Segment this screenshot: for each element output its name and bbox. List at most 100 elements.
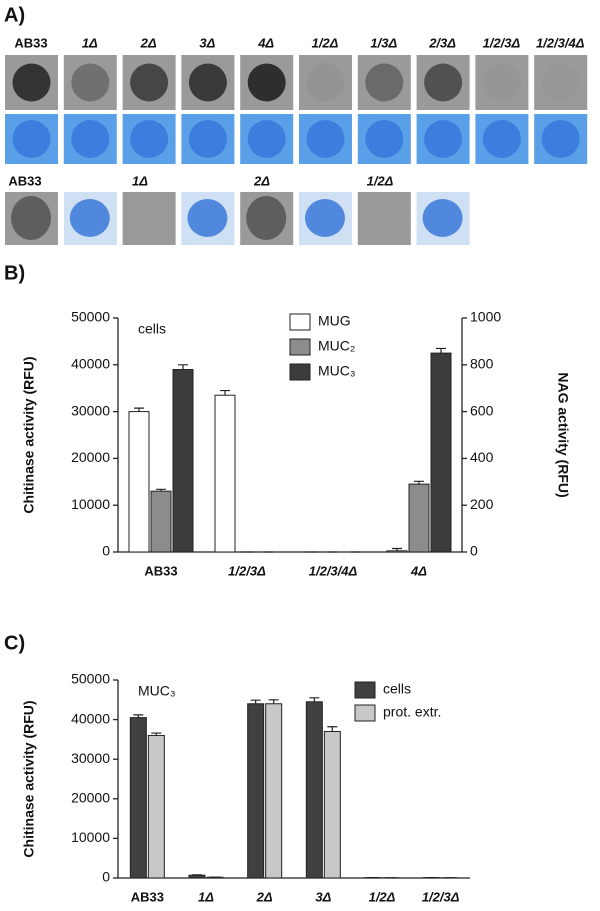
y2-tick-label: 1000 [470,309,501,325]
error-bar [250,699,261,704]
legend-swatch [354,704,376,722]
halo [188,63,227,102]
halo [130,63,169,102]
halo [542,64,580,102]
halo [424,63,463,102]
halo [365,63,404,102]
colony [246,196,287,240]
strain-label: 1Δ [132,173,148,188]
error-bar [392,547,402,551]
strain-label: 1/2Δ [367,173,394,188]
bar [386,550,408,553]
panel-label: A) [4,4,25,26]
bar [408,483,430,553]
error-bar [436,347,446,354]
panel-label: B) [4,262,25,284]
y2-tick-label: 800 [470,356,494,372]
y-tick-label: 20000 [71,790,110,806]
plate-image [534,55,588,110]
y-tick-label: 30000 [71,402,110,418]
stain-halo [247,120,286,158]
y-tick-label: 30000 [71,750,110,766]
error-bar [134,407,144,412]
bar [323,730,341,879]
colony-stain [69,199,110,237]
colony-stain [422,199,463,237]
bar [147,734,165,879]
strain-label: AB33 [8,173,41,188]
colony-stain [305,199,345,237]
y2-tick-label: 200 [470,496,494,512]
legend-label: prot. extr. [383,704,441,720]
x-tick-label: 1Δ [198,889,214,904]
legend-swatch [289,363,311,381]
x-tick-label: 2Δ [256,889,273,904]
y-tick-label: 20000 [71,449,110,465]
error-bar [178,364,188,370]
y-tick-label: 10000 [71,829,110,845]
x-tick-label: AB33 [144,563,177,578]
colony [11,196,51,240]
legend-swatch [289,313,311,331]
error-bar [414,480,424,485]
strain-label: AB33 [14,35,47,50]
error-bar [268,699,279,704]
y-tick-label: 50000 [71,671,110,687]
halo [12,63,51,102]
error-bar [133,714,144,718]
x-tick-label: AB33 [131,889,164,904]
legend-label: MUC₂ [318,338,355,354]
stain-halo [188,120,227,158]
strain-label: 3Δ [199,35,215,50]
plate-image [357,192,411,245]
plate-image [122,192,176,245]
stain-halo [12,120,51,158]
plate-image [299,55,352,110]
bar [172,368,194,553]
annotation: MUC₃ [138,683,176,699]
strain-label: 2Δ [140,35,157,50]
bar [430,352,452,553]
strain-label: 1/3Δ [370,35,397,50]
strain-label: 1/2/3Δ [483,35,521,50]
x-tick-label: 1/2/3Δ [228,563,266,578]
bar [150,490,172,553]
stain-halo [130,120,169,158]
halo [71,63,110,102]
strain-label: 2Δ [253,173,270,188]
strain-label: 1/2/3/4Δ [536,35,585,50]
plate-image [357,55,411,110]
stain-halo [424,120,463,158]
legend-label: MUG [318,313,351,329]
legend-swatch [289,338,311,356]
legend-label: cells [383,681,411,697]
halo [483,64,521,102]
plate-image [63,55,117,110]
y2-tick-label: 400 [470,449,494,465]
y-tick-label: 40000 [71,710,110,726]
panel-label: C) [4,632,25,654]
stain-halo [306,120,345,158]
x-tick-label: 4Δ [410,563,427,578]
stain-halo [541,120,580,158]
halo [306,63,345,102]
y2-axis-label: NAG activity (RFU) [555,372,571,497]
bar [214,394,236,553]
legend-swatch [354,681,376,699]
bar [305,701,323,879]
bar [188,874,206,879]
y-axis-label: Chitinase activity (RFU) [21,700,37,857]
stain-halo [71,120,110,158]
y-tick-label: 0 [102,869,110,885]
x-tick-label: 3Δ [315,889,331,904]
annotation: cells [138,321,166,337]
strain-label: 2/3Δ [428,35,456,50]
error-bar [151,732,162,736]
y2-tick-label: 600 [470,402,494,418]
bar [247,703,265,879]
error-bar [220,389,230,396]
bar [265,703,283,879]
y-tick-label: 50000 [71,309,110,325]
legend-label: MUC₃ [318,363,356,379]
